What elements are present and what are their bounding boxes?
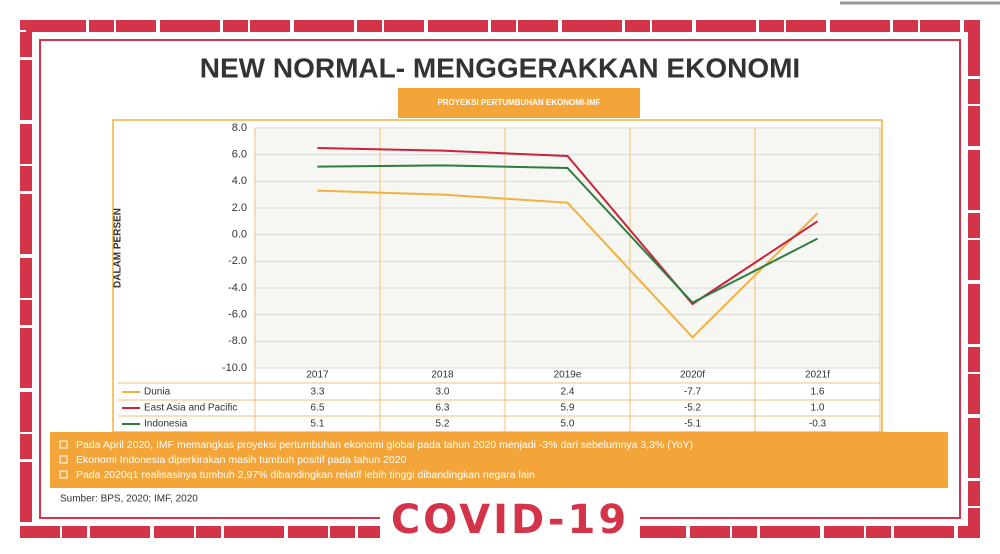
bullet-text: Ekonomi Indonesia diperkirakan masih tum… bbox=[76, 454, 407, 466]
x-tick-label: 2020f bbox=[680, 370, 705, 381]
chart-subtitle: PROYEKSI PERTUMBUHAN EKONOMI-IMF bbox=[437, 98, 600, 107]
table-value: 5.2 bbox=[436, 419, 450, 430]
y-axis-label: DALAM PERSEN bbox=[113, 208, 124, 288]
source: Sumber: BPS, 2020; IMF, 2020 bbox=[60, 494, 198, 505]
y-tick-label: -6.0 bbox=[228, 309, 247, 321]
x-tick-label: 2021f bbox=[805, 370, 830, 381]
covid-stamp: COVID-19 bbox=[391, 497, 629, 543]
y-tick-label: 8.0 bbox=[232, 122, 247, 134]
y-tick-label: -2.0 bbox=[228, 255, 247, 267]
y-tick-label: 6.0 bbox=[232, 149, 247, 161]
table-value: -7.7 bbox=[684, 387, 702, 398]
table-value: 3.0 bbox=[436, 387, 450, 398]
table-value: -5.2 bbox=[684, 403, 702, 414]
legend-label: East Asia and Pacific bbox=[144, 403, 237, 414]
series-line bbox=[317, 189, 819, 339]
y-tick-label: 4.0 bbox=[232, 175, 247, 187]
series-line bbox=[317, 147, 819, 306]
y-tick-label: -4.0 bbox=[228, 282, 247, 294]
bullet-marker bbox=[59, 440, 68, 449]
table-value: 6.5 bbox=[311, 403, 325, 414]
x-tick-label: 2018 bbox=[431, 370, 454, 381]
table-value: -0.3 bbox=[809, 419, 827, 430]
series-line bbox=[317, 164, 818, 304]
bullet-marker bbox=[59, 455, 68, 464]
stamp-backing bbox=[380, 500, 640, 544]
legend-label: Indonesia bbox=[144, 419, 188, 430]
y-tick-label: 0.0 bbox=[232, 229, 247, 241]
bullet-marker bbox=[59, 470, 68, 479]
table-value: 1.6 bbox=[811, 387, 825, 398]
subtitle-box bbox=[398, 88, 640, 118]
bullet-text: Pada 2020q1 realisasinya tumbuh 2,97% di… bbox=[76, 469, 535, 481]
notes-box bbox=[50, 432, 948, 488]
slide-title: NEW NORMAL- MENGGERAKKAN EKONOMI bbox=[200, 52, 800, 83]
table-value: 5.9 bbox=[561, 403, 575, 414]
table-value: 2.4 bbox=[561, 387, 575, 398]
table-value: 5.0 bbox=[561, 419, 575, 430]
y-tick-label: 2.0 bbox=[232, 202, 247, 214]
table-value: -5.1 bbox=[684, 419, 702, 430]
x-tick-label: 2017 bbox=[306, 370, 329, 381]
y-tick-label: -10.0 bbox=[222, 362, 247, 374]
x-tick-label: 2019e bbox=[554, 370, 582, 381]
plot-area bbox=[255, 128, 880, 368]
table-value: 1.0 bbox=[811, 403, 825, 414]
y-tick-label: -8.0 bbox=[228, 335, 247, 347]
table-value: 3.3 bbox=[311, 387, 325, 398]
notes: Pada April 2020, IMF memangkas proyeksi … bbox=[59, 439, 693, 481]
bullet-text: Pada April 2020, IMF memangkas proyeksi … bbox=[76, 439, 693, 451]
table-value: 5.1 bbox=[311, 419, 325, 430]
legend-label: Dunia bbox=[144, 387, 171, 398]
table-value: 6.3 bbox=[436, 403, 450, 414]
